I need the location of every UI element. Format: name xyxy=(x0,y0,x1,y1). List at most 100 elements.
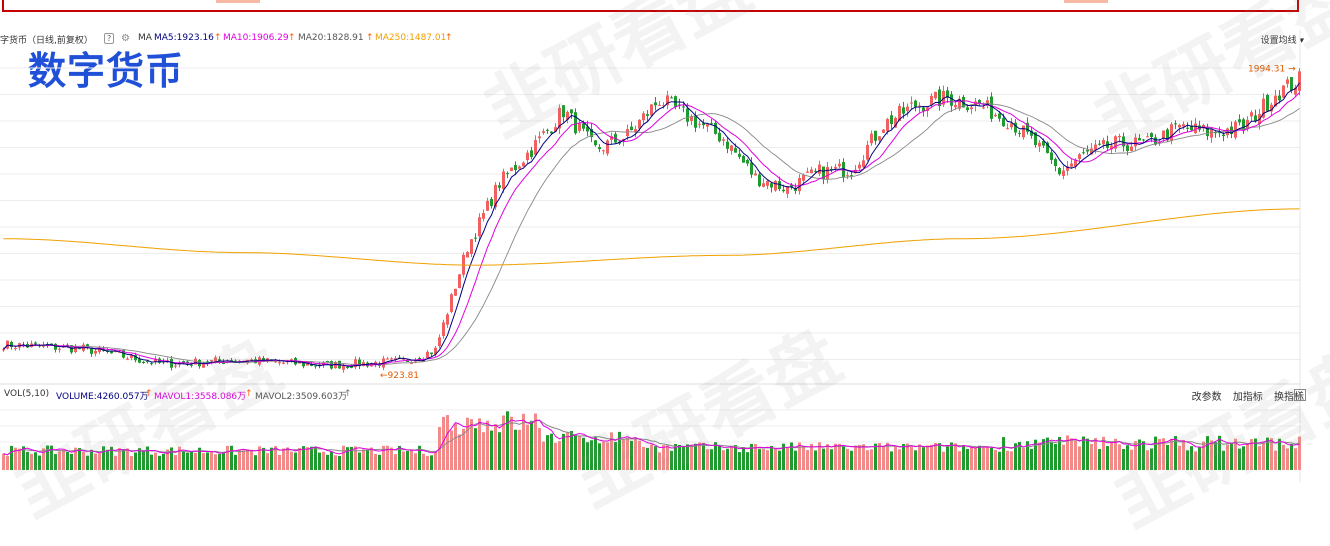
volume-bar xyxy=(794,450,797,470)
candle-body xyxy=(914,100,917,107)
volume-bar xyxy=(442,416,445,470)
candle-body xyxy=(578,123,581,131)
volume-bar xyxy=(682,446,685,470)
volume-bar xyxy=(142,450,145,470)
volume-bar xyxy=(670,450,673,470)
mavol2-line xyxy=(3,419,1300,456)
candle-body xyxy=(374,361,377,365)
candle-body xyxy=(798,178,801,192)
volume-bar xyxy=(950,442,953,470)
volume-bar xyxy=(62,450,65,470)
candle-body xyxy=(1110,145,1113,150)
volume-bar xyxy=(738,452,741,470)
candle-body xyxy=(278,362,281,364)
modify-params-button[interactable]: 改参数 xyxy=(1191,392,1222,403)
candle-body xyxy=(138,359,141,363)
ma10-line xyxy=(3,92,1300,367)
volume-bar xyxy=(1062,444,1065,470)
volume-bar xyxy=(930,444,933,470)
candle-body xyxy=(222,361,225,365)
volume-bar xyxy=(322,451,325,470)
candle-body xyxy=(478,217,481,237)
candle-body xyxy=(710,123,713,125)
candle-body xyxy=(502,171,505,190)
volume-bar xyxy=(1158,439,1161,470)
candle-body xyxy=(730,145,733,151)
volume-bar xyxy=(906,443,909,470)
help-icon[interactable]: ? xyxy=(104,33,115,44)
volume-bar xyxy=(482,432,485,470)
volume-bar xyxy=(1254,438,1257,470)
ma-settings-button[interactable]: 设置均线 ▾ xyxy=(1260,36,1304,46)
volume-bar xyxy=(262,447,265,470)
volume-bar xyxy=(790,442,793,470)
candle-body xyxy=(902,107,905,114)
volume-bar xyxy=(506,411,509,470)
candle-body xyxy=(1274,95,1277,107)
volume-bar xyxy=(1130,449,1133,470)
volume-bar xyxy=(134,452,137,470)
chart-header: 字货币（日线,前复权） ? ⚙ MA MA5:1923.16 ↑ MA10:19… xyxy=(0,33,1330,47)
volume-bar xyxy=(406,451,409,470)
candle-body xyxy=(574,112,577,134)
candle-body xyxy=(1050,152,1053,160)
volume-bar xyxy=(966,448,969,470)
volume-bar xyxy=(1250,439,1253,470)
volume-bar xyxy=(662,445,665,470)
volume-bar xyxy=(1046,437,1049,470)
candle-body xyxy=(1090,148,1093,155)
candle-body xyxy=(878,136,881,141)
candle-body xyxy=(234,360,237,362)
candle-body xyxy=(834,166,837,169)
candle-body xyxy=(74,346,77,353)
candle-body xyxy=(54,343,57,350)
volume-bar xyxy=(614,442,617,470)
candle-body xyxy=(1134,137,1137,147)
candle-body xyxy=(566,112,569,120)
candle-body xyxy=(786,186,789,194)
volume-bar xyxy=(946,445,949,470)
candle-body xyxy=(1038,142,1041,147)
volume-bar xyxy=(1098,449,1101,470)
candle-body xyxy=(1214,132,1217,134)
candle-body xyxy=(1126,145,1129,152)
volume-bar xyxy=(1110,441,1113,470)
volume-bar xyxy=(570,431,573,470)
volume-bar xyxy=(126,448,129,470)
volume-bar xyxy=(390,447,393,470)
candle-body xyxy=(946,90,949,98)
candle-body xyxy=(610,136,613,140)
volume-bar xyxy=(566,432,569,470)
volume-bar xyxy=(330,451,333,470)
candle-body xyxy=(778,181,781,189)
candle-body xyxy=(766,180,769,186)
candle-body xyxy=(522,162,525,167)
candle-body xyxy=(1206,127,1209,137)
close-icon[interactable]: X xyxy=(1294,389,1306,401)
volume-bar xyxy=(1134,441,1137,470)
banner-tab xyxy=(216,0,260,3)
candle-body xyxy=(770,183,773,188)
volume-bar xyxy=(1226,444,1229,470)
candle-body xyxy=(734,148,737,153)
candle-body xyxy=(1074,159,1077,167)
gear-icon[interactable]: ⚙ xyxy=(121,33,130,44)
volume-bar xyxy=(374,453,377,470)
volume-bar xyxy=(138,448,141,470)
candle-body xyxy=(818,164,821,174)
add-indicator-button[interactable]: 加指标 xyxy=(1232,392,1263,403)
candle-body xyxy=(942,91,945,105)
candle-body xyxy=(306,363,309,366)
volume-bar xyxy=(1174,436,1177,470)
candle-body xyxy=(1266,95,1269,112)
candle-body xyxy=(978,99,981,104)
volume-bar xyxy=(1234,438,1237,470)
volume-bar xyxy=(926,445,929,470)
volume-bar xyxy=(1270,438,1273,470)
volume-bar xyxy=(674,444,677,470)
candle-body xyxy=(1054,159,1057,167)
switch-indicator-button[interactable]: 换指标 xyxy=(1274,392,1304,403)
candle-body xyxy=(562,105,565,118)
volume-bar xyxy=(990,447,993,470)
volume-bar xyxy=(10,445,13,470)
